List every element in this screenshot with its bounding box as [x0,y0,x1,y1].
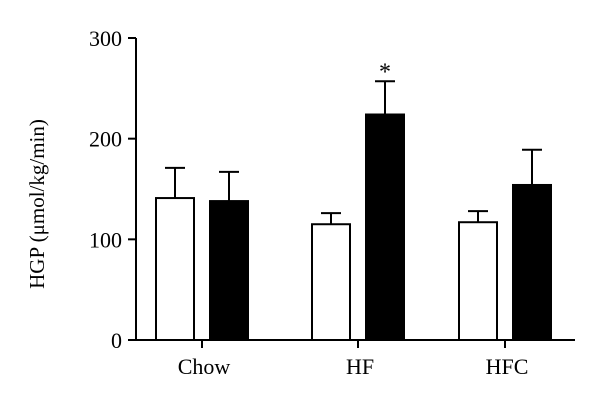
axes [128,37,575,348]
y-tick-label: 200 [89,127,122,152]
labels: HGP (μmol/kg/min) 0 100 200 300 Chow HF * HFC [25,26,528,379]
x-tick-label: HFC [486,354,529,379]
bar [209,200,249,341]
y-tick-label: 100 [89,227,122,252]
bar [458,221,498,341]
x-tick-label: HF [346,354,374,379]
significance-marker: * [379,59,391,85]
bar [365,113,405,341]
y-tick-label: 300 [89,26,122,51]
bar [311,223,351,342]
bars [155,80,552,342]
y-tick-label: 0 [111,328,122,353]
x-tick-label: Chow [178,354,231,379]
bar [512,183,552,341]
y-axis-title: HGP (μmol/kg/min) [25,119,49,289]
bar [155,197,195,341]
